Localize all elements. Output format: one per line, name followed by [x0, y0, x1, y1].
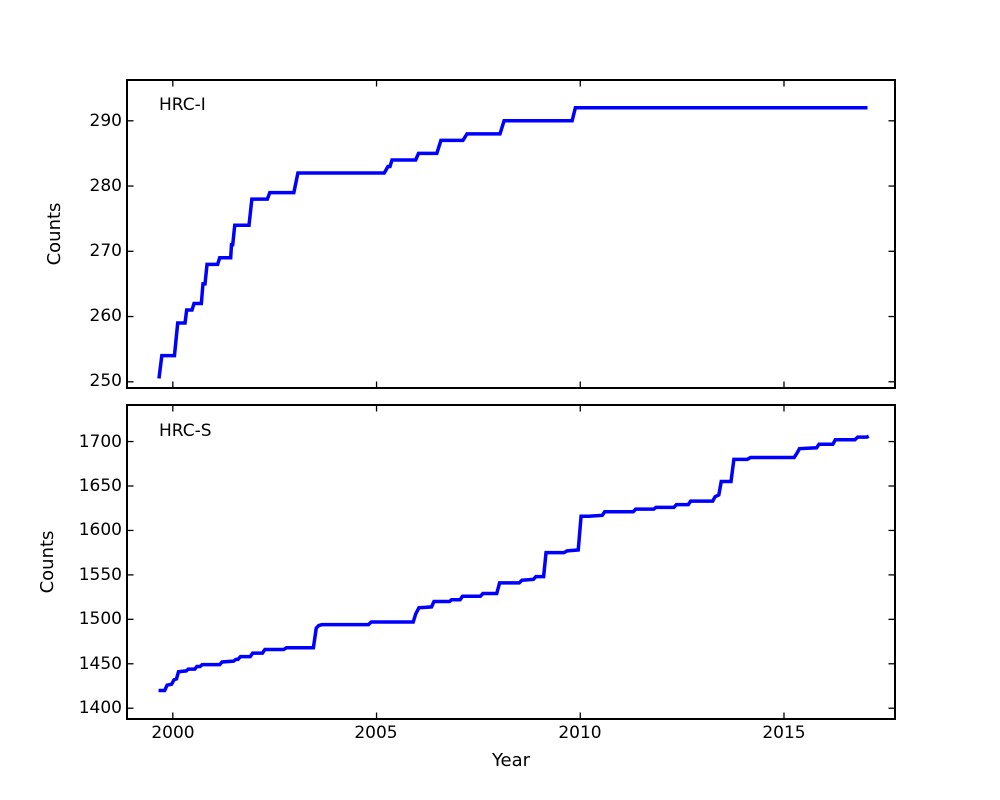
series-line-hrc-s: [158, 434, 870, 693]
plot-area-hrc-i: [128, 81, 894, 387]
ytick-label: 1700: [78, 432, 122, 452]
ytick-label: 260: [89, 306, 122, 326]
xtick-label: 2000: [151, 723, 195, 743]
panel-title-hrc-i: HRC-I: [159, 95, 206, 115]
ytick-label: 1500: [78, 609, 122, 629]
xtick-label: 2015: [762, 723, 806, 743]
ytick-label: 1600: [78, 520, 122, 540]
tick-marks: [128, 81, 894, 387]
ytick-label: 270: [89, 241, 122, 261]
ytick-label: 1450: [78, 654, 122, 674]
y-axis-title-top: Counts: [44, 202, 65, 266]
ytick-label: 290: [89, 111, 122, 131]
ytick-label: 1650: [78, 476, 122, 496]
axes-panel-hrc-i: [126, 79, 896, 389]
ytick-label: 250: [89, 371, 122, 391]
panel-title-hrc-s: HRC-S: [159, 421, 212, 441]
plot-area-hrc-s: [128, 406, 894, 718]
ytick-label: 1550: [78, 565, 122, 585]
ytick-label: 1400: [78, 698, 122, 718]
xtick-label: 2005: [354, 723, 398, 743]
tick-marks: [128, 406, 894, 718]
xtick-label: 2010: [558, 723, 602, 743]
series-line-hrc-i: [157, 106, 868, 379]
axes-panel-hrc-s: [126, 404, 896, 720]
y-axis-title-bottom: Counts: [37, 530, 58, 594]
x-axis-title: Year: [491, 750, 531, 771]
ytick-label: 280: [89, 176, 122, 196]
